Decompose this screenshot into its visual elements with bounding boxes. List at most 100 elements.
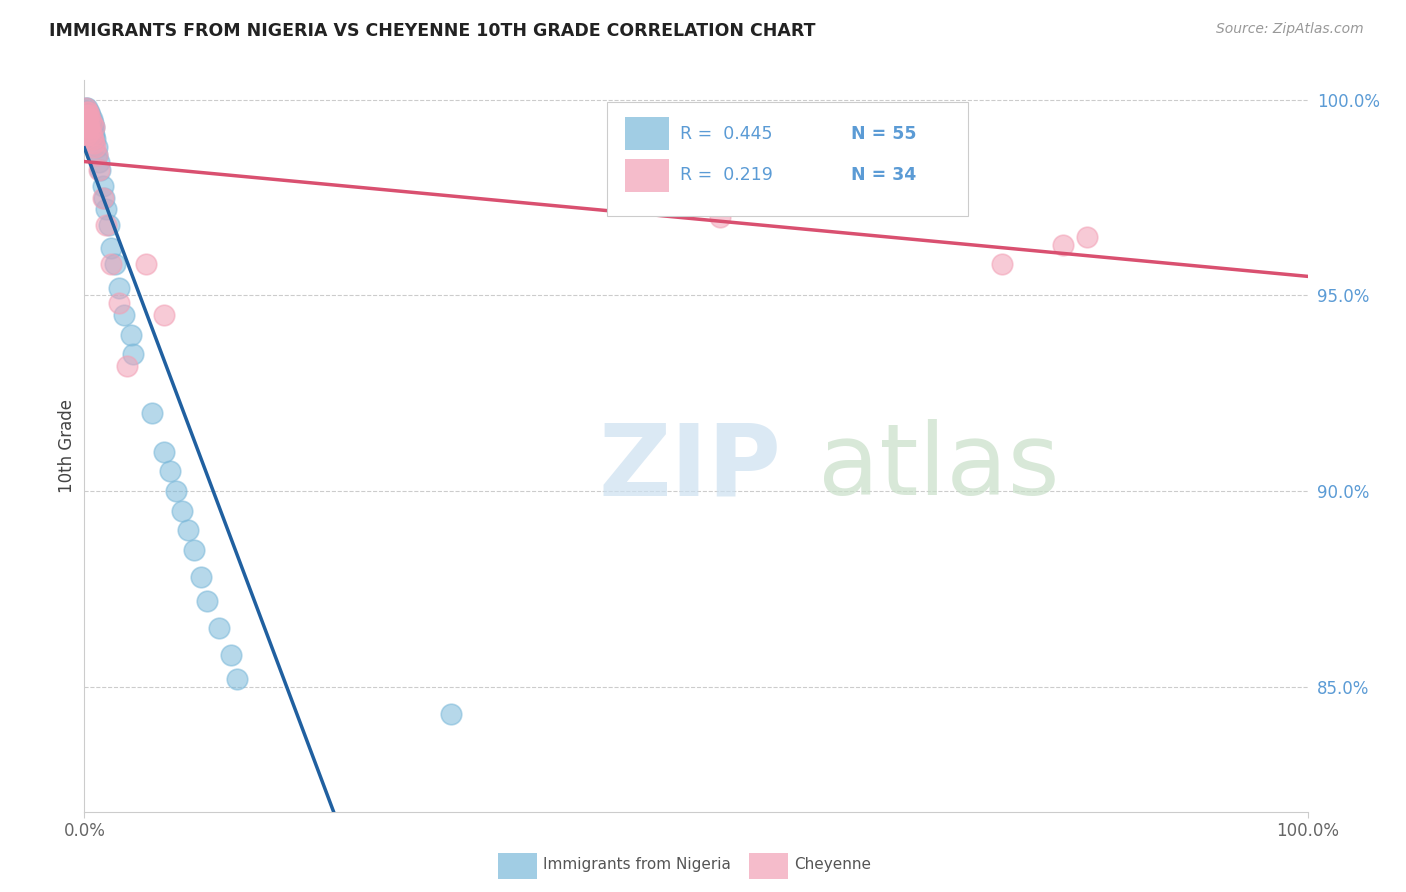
Point: [77, 108, 100, 122]
Point: [734, 191, 756, 205]
Point: [91, 191, 114, 205]
Point: [80, 128, 103, 142]
Text: ZIP: ZIP: [598, 419, 780, 516]
Point: [177, 523, 200, 537]
Point: [183, 542, 205, 557]
Point: [75, 101, 97, 115]
Point: [135, 257, 157, 271]
Point: [107, 296, 129, 310]
Point: [991, 257, 1014, 271]
Point: [84, 140, 107, 154]
Point: [120, 327, 142, 342]
Point: [122, 347, 145, 361]
Point: [104, 257, 127, 271]
Point: [86, 147, 108, 161]
Point: [79, 124, 101, 138]
Point: [77, 112, 100, 127]
Point: [96, 218, 118, 232]
Text: IMMIGRANTS FROM NIGERIA VS CHEYENNE 10TH GRADE CORRELATION CHART: IMMIGRANTS FROM NIGERIA VS CHEYENNE 10TH…: [49, 22, 815, 40]
Point: [77, 104, 100, 119]
Point: [86, 147, 108, 161]
Point: [208, 621, 231, 635]
Text: N = 34: N = 34: [851, 167, 917, 185]
Point: [82, 132, 104, 146]
Point: [75, 104, 97, 119]
Point: [80, 112, 103, 127]
Point: [709, 210, 731, 224]
Point: [87, 163, 110, 178]
Text: N = 55: N = 55: [851, 125, 917, 143]
Point: [83, 128, 105, 142]
Point: [219, 648, 242, 663]
Point: [440, 706, 463, 721]
Point: [82, 116, 104, 130]
Point: [79, 124, 101, 138]
Point: [83, 120, 105, 135]
Point: [195, 593, 218, 607]
Point: [96, 202, 118, 217]
Point: [77, 104, 100, 119]
Point: [84, 132, 107, 146]
FancyBboxPatch shape: [748, 853, 787, 879]
Point: [76, 112, 98, 127]
Point: [75, 116, 97, 130]
Point: [153, 308, 176, 322]
Point: [75, 112, 97, 127]
Point: [100, 242, 122, 256]
Text: Cheyenne: Cheyenne: [794, 857, 870, 871]
Point: [76, 116, 98, 130]
Point: [226, 672, 249, 686]
Point: [79, 112, 101, 127]
Point: [77, 120, 100, 135]
Text: R =  0.219: R = 0.219: [681, 167, 773, 185]
Point: [77, 108, 100, 122]
Point: [165, 483, 187, 498]
Point: [141, 406, 163, 420]
Point: [75, 120, 97, 135]
FancyBboxPatch shape: [626, 159, 669, 192]
FancyBboxPatch shape: [606, 103, 967, 216]
Point: [115, 359, 138, 373]
Point: [89, 163, 111, 178]
Point: [75, 101, 97, 115]
Text: atlas: atlas: [818, 419, 1060, 516]
Point: [1052, 237, 1074, 252]
Point: [80, 120, 103, 135]
Point: [79, 108, 101, 122]
Text: R =  0.445: R = 0.445: [681, 125, 772, 143]
Point: [76, 101, 98, 115]
Point: [83, 136, 105, 150]
Point: [76, 128, 98, 142]
Point: [87, 155, 110, 169]
Point: [159, 465, 181, 479]
Point: [1076, 229, 1098, 244]
Point: [107, 280, 129, 294]
Point: [77, 116, 100, 130]
FancyBboxPatch shape: [498, 853, 537, 879]
Point: [83, 120, 105, 135]
Point: [76, 120, 98, 135]
Y-axis label: 10th Grade: 10th Grade: [58, 399, 76, 493]
Point: [112, 308, 135, 322]
Point: [100, 257, 122, 271]
Point: [93, 191, 115, 205]
Point: [82, 124, 104, 138]
Text: Immigrants from Nigeria: Immigrants from Nigeria: [543, 857, 731, 871]
Point: [75, 108, 97, 122]
FancyBboxPatch shape: [626, 117, 669, 151]
Point: [75, 116, 97, 130]
Point: [77, 104, 100, 119]
Point: [190, 570, 212, 584]
Point: [97, 218, 120, 232]
Point: [77, 112, 100, 127]
Point: [79, 116, 101, 130]
Point: [76, 104, 98, 119]
Point: [77, 120, 100, 135]
Point: [77, 112, 100, 127]
Text: Source: ZipAtlas.com: Source: ZipAtlas.com: [1216, 22, 1364, 37]
Point: [76, 120, 98, 135]
Point: [76, 108, 98, 122]
Point: [77, 120, 100, 135]
Point: [75, 108, 97, 122]
Point: [86, 140, 108, 154]
